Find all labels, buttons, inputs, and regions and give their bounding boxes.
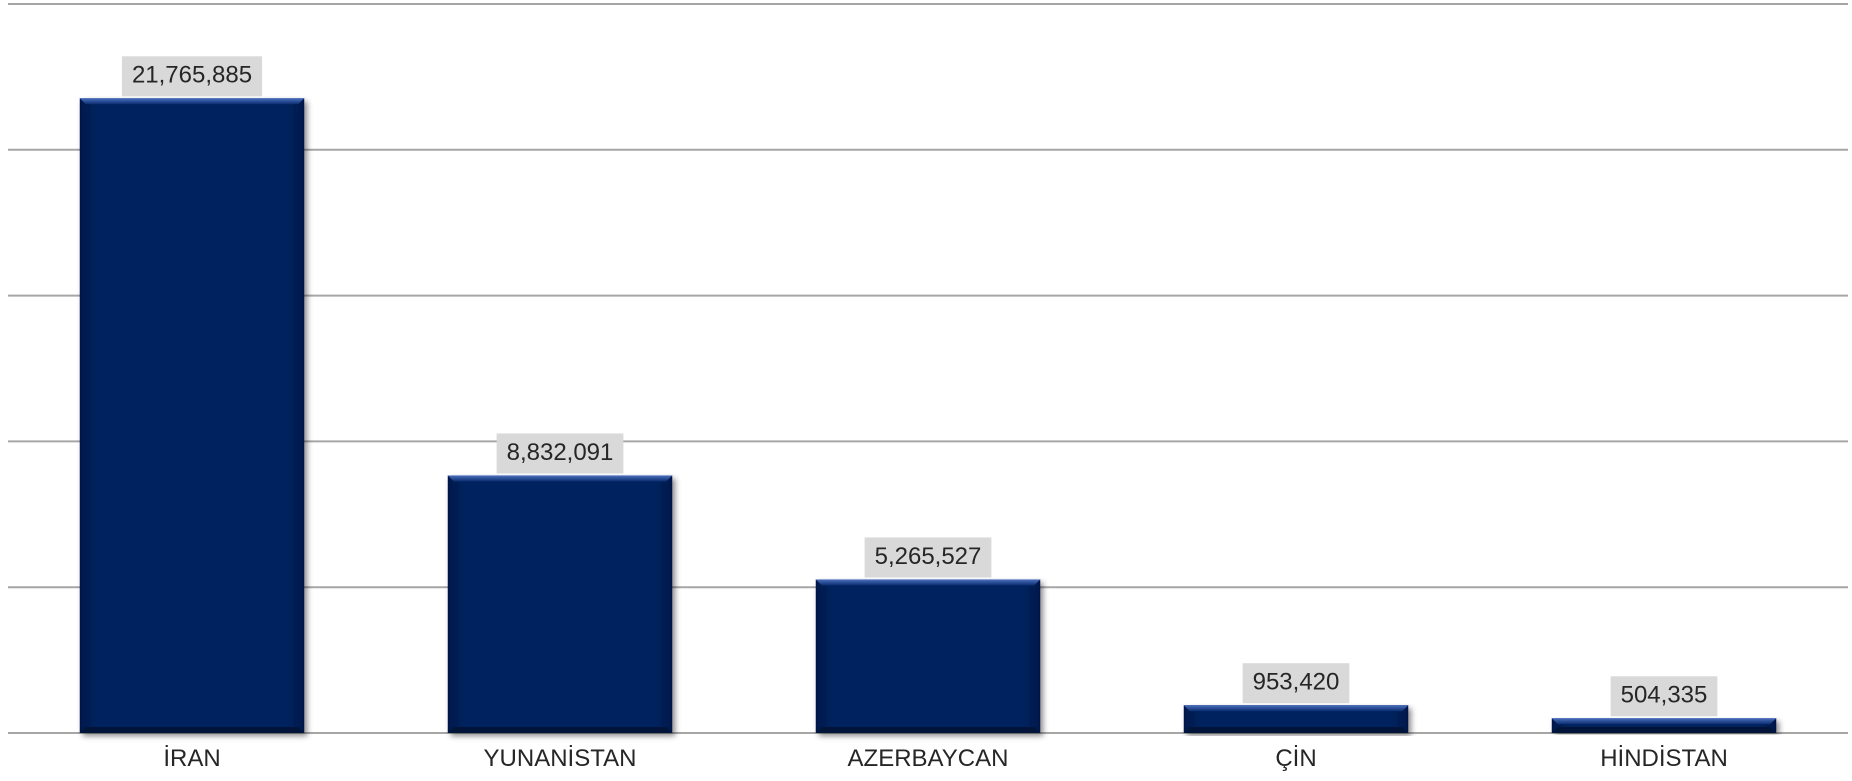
data-label-text: 5,265,527	[875, 543, 982, 570]
data-label-background	[1610, 676, 1718, 717]
data-label-background	[864, 537, 992, 578]
bar-bevel-top	[815, 579, 1041, 586]
bar	[1551, 718, 1777, 733]
data-label: 5,265,527	[864, 537, 992, 578]
bar-body	[79, 98, 305, 734]
bar	[447, 475, 673, 733]
data-label-text: 21,765,885	[132, 62, 252, 89]
x-tick-label: HİNDİSTAN	[1600, 745, 1728, 772]
bar	[79, 98, 305, 734]
bar-bevel-bottom	[447, 727, 673, 733]
x-tick-label: ÇİN	[1275, 745, 1316, 772]
bar-bevel-top	[447, 475, 673, 482]
data-label: 953,420	[1242, 663, 1350, 704]
x-axis: İRAN YUNANİSTAN AZERBAYCAN ÇİN HİNDİSTAN	[163, 745, 1727, 772]
data-label-background	[121, 56, 263, 97]
bar-body	[815, 579, 1041, 733]
bar-bevel-top	[1551, 718, 1777, 725]
data-label: 8,832,091	[496, 433, 624, 474]
bar-body	[447, 475, 673, 733]
data-label: 504,335	[1610, 676, 1718, 717]
data-labels: 21,765,885 8,832,091 5,265,527 953,420 504,3…	[121, 56, 1718, 717]
bar-bevel-top	[1183, 705, 1409, 712]
bar-bevel-bottom	[1551, 727, 1777, 733]
gridlines	[8, 3, 1848, 734]
bar-bevel-bottom	[815, 727, 1041, 733]
data-label-text: 504,335	[1621, 682, 1708, 709]
bar-bevel-top	[79, 98, 305, 105]
x-tick-label: AZERBAYCAN	[848, 745, 1009, 772]
data-label-background	[496, 433, 624, 474]
x-tick-label: YUNANİSTAN	[484, 745, 637, 772]
data-label-text: 953,420	[1253, 669, 1340, 696]
bar	[815, 579, 1041, 733]
bar	[1183, 705, 1409, 733]
x-tick-label: İRAN	[163, 745, 220, 772]
bars	[79, 98, 1777, 734]
bar-bevel-bottom	[79, 727, 305, 733]
data-label-text: 8,832,091	[507, 439, 614, 466]
bar-bevel-bottom	[1183, 727, 1409, 733]
data-label-background	[1242, 663, 1350, 704]
data-label: 21,765,885	[121, 56, 263, 97]
